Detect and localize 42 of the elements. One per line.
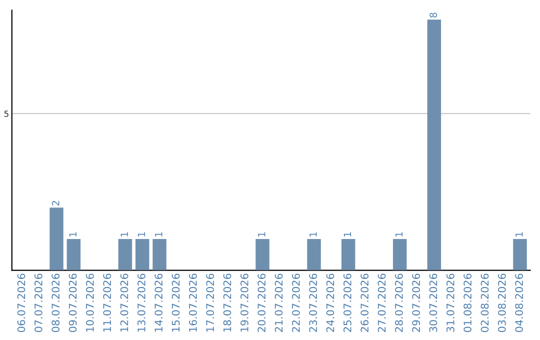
- x-tick-label: 21.07.2026: [274, 274, 283, 332]
- x-tick-label: 17.07.2026: [206, 274, 214, 332]
- data-label: 1: [516, 232, 523, 237]
- x-tick-label: 20.07.2026: [258, 274, 266, 332]
- data-label: 1: [138, 232, 146, 237]
- x-tick-label: 07.07.2026: [34, 274, 42, 332]
- x-tick-label: 14.07.2026: [154, 274, 163, 332]
- x-tick-label: 24.07.2026: [326, 274, 334, 332]
- data-label: 1: [69, 232, 76, 237]
- data-label: 1: [155, 232, 162, 237]
- data-label: 8: [430, 12, 437, 18]
- x-tick-label: 27.07.2026: [378, 274, 386, 332]
- x-tick-label: 23.07.2026: [309, 274, 318, 332]
- x-tick-label: 09.07.2026: [68, 274, 77, 332]
- data-label: 1: [258, 232, 266, 237]
- data-label: 1: [344, 232, 352, 237]
- x-tick-label: 19.07.2026: [240, 274, 248, 332]
- x-tick-label: 25.07.2026: [343, 274, 352, 332]
- y-tick-label: 5: [4, 110, 8, 117]
- x-tick-label: 08.07.2026: [52, 274, 60, 332]
- data-label: 1: [310, 232, 317, 237]
- x-tick-label: 28.07.2026: [394, 274, 403, 332]
- x-tick-label: 13.07.2026: [137, 274, 146, 332]
- x-tick-label: 29.07.2026: [412, 274, 420, 332]
- data-label: 1: [120, 232, 128, 237]
- x-tick-label: 01.08.2026: [464, 274, 472, 332]
- x-tick-label: 10.07.2026: [86, 274, 94, 332]
- data-label: 2: [52, 201, 60, 206]
- x-tick-label: 03.08.2026: [498, 274, 506, 332]
- x-tick-label: 11.07.2026: [103, 274, 112, 332]
- x-tick-label: 15.07.2026: [172, 274, 180, 332]
- data-label: 1: [395, 232, 403, 237]
- x-tick-label: 30.07.2026: [429, 274, 438, 332]
- x-tick-label: 06.07.2026: [17, 274, 26, 332]
- x-tick-label: 02.08.2026: [480, 274, 489, 332]
- x-tick-label: 18.07.2026: [223, 274, 232, 332]
- x-tick-label: 16.07.2026: [188, 274, 197, 332]
- x-tick-label: 12.07.2026: [120, 274, 128, 332]
- x-tick-label: 26.07.2026: [360, 274, 369, 332]
- x-tick-label: 31.07.2026: [446, 274, 454, 332]
- x-tick-label: 22.07.2026: [292, 274, 300, 332]
- x-tick-label: 04.08.2026: [515, 274, 524, 332]
